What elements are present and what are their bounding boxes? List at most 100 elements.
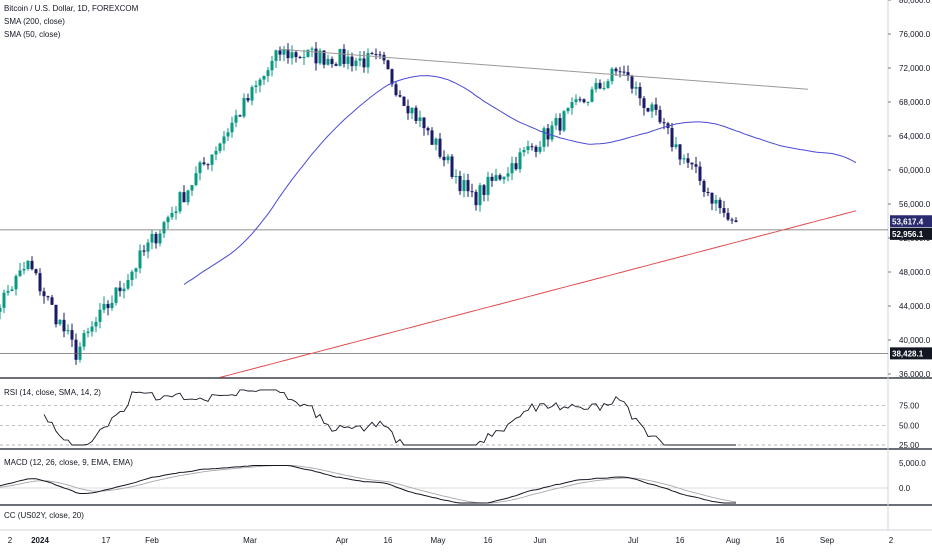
candle-body[interactable] — [498, 175, 502, 180]
candle-body[interactable] — [614, 68, 618, 72]
candle-body[interactable] — [10, 289, 14, 291]
candle-body[interactable] — [574, 99, 578, 103]
candle-body[interactable] — [342, 49, 346, 64]
candle-body[interactable] — [482, 185, 486, 195]
candle-body[interactable] — [490, 176, 494, 181]
candle-body[interactable] — [670, 128, 674, 148]
candle-body[interactable] — [150, 233, 154, 243]
candle-body[interactable] — [62, 319, 66, 332]
candle-body[interactable] — [254, 85, 258, 88]
candle-body[interactable] — [634, 86, 638, 89]
candle-body[interactable] — [250, 87, 254, 101]
candle-body[interactable] — [438, 138, 442, 157]
candle-body[interactable] — [102, 303, 106, 310]
candle-body[interactable] — [2, 292, 6, 308]
candle-body[interactable] — [718, 199, 722, 209]
candle-body[interactable] — [126, 280, 130, 289]
candle-body[interactable] — [218, 143, 222, 151]
candle-body[interactable] — [18, 270, 22, 276]
candle-body[interactable] — [238, 115, 242, 117]
candle-body[interactable] — [518, 152, 522, 170]
candle-body[interactable] — [22, 268, 26, 271]
candle-body[interactable] — [378, 54, 382, 56]
candle-body[interactable] — [714, 199, 718, 204]
candle-body[interactable] — [34, 269, 38, 274]
candle-body[interactable] — [410, 107, 414, 114]
candle-body[interactable] — [0, 307, 2, 312]
candle-body[interactable] — [122, 288, 126, 292]
candle-body[interactable] — [74, 339, 78, 360]
candle-body[interactable] — [394, 84, 398, 96]
candle-body[interactable] — [234, 115, 238, 123]
candle-body[interactable] — [310, 48, 314, 50]
candle-body[interactable] — [542, 128, 546, 147]
candle-body[interactable] — [722, 208, 726, 213]
candle-body[interactable] — [266, 70, 270, 76]
candle-body[interactable] — [298, 56, 302, 58]
candle-body[interactable] — [322, 50, 326, 65]
candle-body[interactable] — [202, 162, 206, 165]
candle-body[interactable] — [258, 79, 262, 86]
candle-body[interactable] — [166, 217, 170, 223]
candle-body[interactable] — [58, 319, 62, 325]
candle-body[interactable] — [194, 173, 198, 186]
candle-body[interactable] — [26, 260, 30, 269]
candle-body[interactable] — [586, 101, 590, 103]
candle-body[interactable] — [90, 326, 94, 332]
candle-body[interactable] — [506, 173, 510, 177]
candle-body[interactable] — [186, 190, 190, 203]
candle-body[interactable] — [274, 50, 278, 61]
candle-body[interactable] — [610, 68, 614, 82]
candle-body[interactable] — [130, 271, 134, 281]
candle-body[interactable] — [686, 158, 690, 163]
candle-body[interactable] — [6, 290, 10, 293]
candle-body[interactable] — [370, 53, 374, 55]
candle-body[interactable] — [458, 176, 462, 192]
candle-body[interactable] — [86, 331, 90, 334]
candle-body[interactable] — [190, 185, 194, 191]
candle-body[interactable] — [694, 164, 698, 167]
candle-body[interactable] — [678, 144, 682, 160]
candle-body[interactable] — [54, 304, 58, 325]
candle-body[interactable] — [222, 136, 226, 144]
candle-body[interactable] — [706, 192, 710, 194]
candle-body[interactable] — [682, 158, 686, 160]
candle-body[interactable] — [146, 242, 150, 252]
candle-body[interactable] — [502, 176, 506, 180]
candle-body[interactable] — [486, 176, 490, 195]
candle-body[interactable] — [690, 162, 694, 165]
candle-body[interactable] — [314, 48, 318, 64]
candle-body[interactable] — [466, 180, 470, 192]
candle-body[interactable] — [162, 222, 166, 234]
candle-body[interactable] — [278, 50, 282, 55]
candle-body[interactable] — [558, 118, 562, 131]
candle-body[interactable] — [98, 309, 102, 322]
candle-body[interactable] — [246, 98, 250, 101]
candle-body[interactable] — [530, 146, 534, 148]
candle-body[interactable] — [214, 150, 218, 155]
candle-body[interactable] — [386, 60, 390, 70]
candle-body[interactable] — [262, 75, 266, 80]
candle-body[interactable] — [630, 75, 634, 89]
candle-body[interactable] — [30, 260, 34, 270]
candle-body[interactable] — [622, 71, 626, 73]
candle-body[interactable] — [290, 52, 294, 59]
candle-body[interactable] — [170, 213, 174, 218]
candle-body[interactable] — [106, 303, 110, 309]
candle-body[interactable] — [230, 122, 234, 133]
candle-body[interactable] — [302, 56, 306, 58]
candle-body[interactable] — [638, 86, 642, 99]
candles-layer[interactable] — [0, 41, 738, 365]
candle-body[interactable] — [430, 130, 434, 145]
candle-body[interactable] — [142, 250, 146, 252]
candle-body[interactable] — [626, 72, 630, 76]
candle-body[interactable] — [346, 56, 350, 64]
candle-body[interactable] — [270, 60, 274, 71]
candle-body[interactable] — [366, 53, 370, 68]
candle-body[interactable] — [474, 191, 478, 206]
candle-body[interactable] — [46, 296, 50, 298]
candle-body[interactable] — [390, 69, 394, 85]
candle-body[interactable] — [598, 82, 602, 89]
candle-body[interactable] — [566, 108, 570, 112]
